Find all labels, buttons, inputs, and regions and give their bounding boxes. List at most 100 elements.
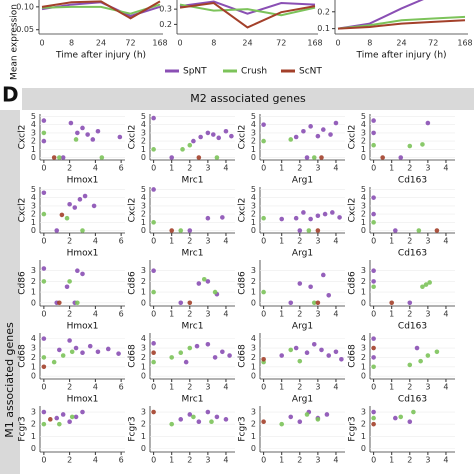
y-axis-label: Cd86 (348, 271, 358, 295)
x-tick-label: 4 (333, 456, 338, 465)
point (297, 281, 303, 286)
y-tick-label: 1 (31, 218, 36, 227)
x-tick-label: 1 (389, 164, 394, 173)
point (51, 155, 57, 160)
point (315, 228, 321, 233)
point (57, 421, 62, 427)
x-tick-label: 4 (443, 310, 448, 319)
x-tick-label: 0 (151, 237, 156, 246)
x-tick-label: 2 (297, 310, 302, 319)
y-tick-label: 3 (31, 201, 36, 210)
point (67, 201, 72, 207)
point (196, 419, 202, 425)
point (339, 356, 344, 362)
point (293, 134, 299, 140)
y-tick-label: 2 (251, 210, 256, 219)
point (73, 345, 79, 351)
point (322, 211, 328, 217)
x-tick-label: 0 (151, 383, 156, 392)
legend-label: SpNT (183, 67, 207, 77)
point (169, 355, 175, 360)
point (198, 134, 203, 140)
y-tick-label: 4 (31, 193, 36, 202)
point (398, 155, 404, 160)
point (41, 190, 47, 196)
point (68, 120, 74, 126)
series-line (179, 2, 316, 29)
x-axis-label: Hmox1 (67, 395, 99, 405)
x-tick-label: 2 (407, 383, 412, 392)
x-tick-label: 3 (315, 456, 320, 465)
point (196, 281, 202, 286)
x-tick-label: 2 (297, 164, 302, 173)
y-axis-label: Cd68 (18, 344, 28, 368)
point (324, 412, 330, 417)
y-tick-label: 3 (31, 128, 36, 137)
point (261, 122, 266, 127)
x-tick-label: 3 (315, 237, 320, 246)
x-tick-label: 72 (428, 39, 438, 48)
y-tick-label: 2 (31, 277, 36, 286)
point (41, 364, 47, 370)
y-tick-label: 3 (31, 408, 36, 417)
point (371, 409, 376, 415)
point (320, 127, 326, 132)
y-tick-label: 0.2 (159, 20, 172, 29)
x-tick-label: 3 (205, 164, 210, 173)
series-line (337, 15, 466, 30)
y-tick-label: 0 (361, 444, 366, 453)
y-tick-label: 0 (251, 444, 256, 453)
x-tick-label: 4 (333, 310, 338, 319)
y-tick-label: 3 (251, 408, 256, 417)
point (261, 419, 266, 425)
y-tick-label: 1 (31, 288, 36, 297)
x-tick-label: 2 (407, 456, 412, 465)
x-tick-label: 72 (276, 39, 286, 48)
point (72, 205, 78, 210)
x-tick-label: 0 (41, 237, 46, 246)
point (308, 216, 313, 222)
point (67, 419, 72, 425)
point (80, 125, 85, 131)
point (41, 409, 47, 415)
point (151, 187, 156, 192)
point (220, 349, 225, 355)
x-tick-label: 3 (205, 237, 210, 246)
y-tick-label: 0 (141, 153, 146, 162)
point (326, 293, 332, 298)
y-tick-label: 2 (31, 420, 36, 429)
point (315, 300, 321, 306)
series-line (179, 3, 316, 17)
y-tick-label: 5 (361, 112, 366, 121)
y-tick-label: 0.2 (317, 7, 330, 16)
y-tick-label: 1 (251, 432, 256, 441)
y-tick-label: 0 (251, 298, 256, 307)
point (328, 132, 333, 137)
point (319, 347, 324, 353)
point (73, 414, 79, 420)
point (187, 412, 193, 417)
y-tick-label: 0.05 (16, 25, 34, 34)
point (288, 347, 294, 353)
x-tick-label: 4 (93, 383, 98, 392)
point (178, 417, 184, 422)
point (80, 350, 85, 356)
point (57, 300, 62, 306)
x-tick-label: 0 (261, 237, 266, 246)
point (304, 350, 310, 356)
y-tick-label: 0 (31, 298, 36, 307)
x-axis-label: Mrc1 (182, 395, 204, 405)
point (151, 350, 156, 356)
x-tick-label: 2 (297, 237, 302, 246)
y-tick-label: 3 (361, 408, 366, 417)
point (201, 276, 207, 282)
x-tick-label: 4 (443, 164, 448, 173)
x-tick-label: 8 (367, 39, 372, 48)
x-tick-label: 0 (371, 237, 376, 246)
y-tick-label: 4 (141, 334, 146, 343)
x-tick-label: 1 (389, 383, 394, 392)
y-tick-label: 2 (361, 420, 366, 429)
x-tick-label: 168 (457, 39, 472, 48)
point (183, 359, 189, 365)
point (60, 155, 66, 160)
